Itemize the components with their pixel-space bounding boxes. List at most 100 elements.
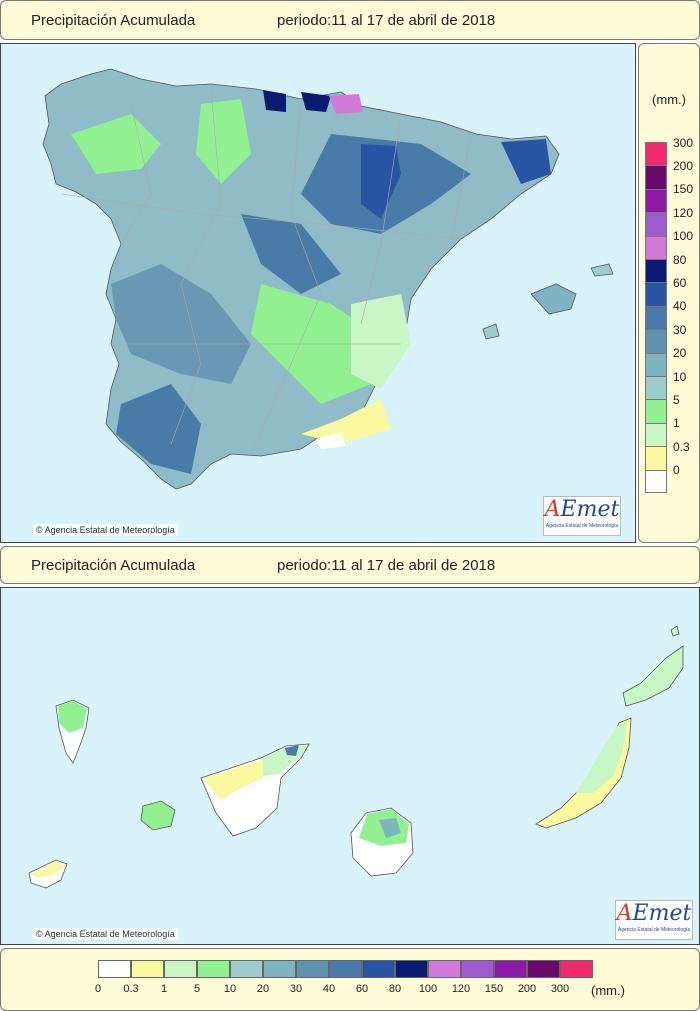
credit-label: © Agencia Estatal de Meteorología — [33, 524, 178, 536]
island-lanzarote — [622, 645, 684, 707]
logo-a: A — [544, 497, 561, 522]
legend-h-label-0.3: 0.3 — [123, 983, 139, 995]
legend-h-label-40: 40 — [322, 983, 336, 995]
precip-zone-80-navarra — [301, 92, 331, 112]
legend-h-label-300: 300 — [550, 983, 570, 995]
legend-bin-5: 5 — [645, 393, 680, 423]
legend-h-label-60: 60 — [355, 983, 369, 995]
legend-h-swatch-100 — [428, 960, 461, 978]
legend-bin-120: 120 — [645, 206, 693, 236]
precip-zone-80 — [263, 90, 286, 112]
precip-zone-100 — [329, 94, 363, 114]
legend-swatch — [645, 188, 667, 213]
legend-bin-300: 300 — [645, 136, 693, 166]
aemet-logo-subtitle: Agencia Estatal de Meteorología — [545, 523, 619, 529]
legend-swatch — [645, 165, 667, 189]
legend-h-swatch-30 — [296, 960, 329, 978]
legend-bin-30: 30 — [645, 323, 686, 353]
header-top: Precipitación Acumulada periodo:11 al 17… — [0, 0, 700, 40]
legend-label: 80 — [673, 252, 687, 267]
legend-swatch — [645, 259, 667, 283]
legend-h-swatch-20 — [263, 960, 296, 978]
precip-zone-5-north — [196, 99, 251, 184]
legend-h-swatch-0.3 — [131, 960, 164, 978]
legend-h-swatch-200 — [527, 960, 560, 978]
logo-a-canarias: A — [616, 901, 633, 926]
canarias-map-svg — [28, 625, 684, 889]
aemet-logo-canarias: AEmet Agencia Estatal de Meteorología — [615, 900, 693, 940]
map-period: periodo:11 al 17 de abril de 2018 — [277, 11, 496, 29]
legend-horizontal: 0 0.3 1 5 10 20 30 40 60 80 100 120 150 200 300 (mm.) — [0, 948, 700, 1011]
tenerife-precip-yellow — [203, 760, 263, 800]
legend-label: 150 — [673, 182, 694, 197]
legend-label: 300 — [673, 135, 694, 150]
el-hierro-precip — [31, 861, 65, 878]
legend-swatch — [645, 305, 667, 330]
legend-label: 1 — [673, 416, 680, 431]
legend-h-label-120: 120 — [451, 983, 471, 995]
legend-label: 40 — [673, 299, 687, 314]
precip-zone-40-southwest — [116, 384, 201, 474]
legend-bin-0.3: 0.3 — [645, 440, 690, 470]
peninsula-map[interactable]: © Agencia Estatal de Meteorología AEmet … — [0, 43, 636, 543]
legend-units-horizontal: (mm.) — [591, 983, 625, 998]
credit-label-canarias: © Agencia Estatal de Meteorología — [33, 928, 178, 940]
precip-zone-03-southeast — [301, 399, 391, 444]
legend-h-label-0: 0 — [94, 983, 102, 995]
canarias-map[interactable]: © Agencia Estatal de Meteorología AEmet … — [0, 587, 700, 945]
legend-label: 0.3 — [673, 439, 690, 454]
legend-bin-0: 0 — [645, 463, 680, 493]
legend-swatch — [645, 142, 667, 166]
credit-text: Agencia Estatal de Meteorología — [44, 525, 175, 535]
island-la-gomera — [140, 800, 176, 831]
legend-h-label-30: 30 — [289, 983, 303, 995]
legend-label: 200 — [673, 159, 694, 174]
la-palma-precip — [58, 701, 87, 733]
legend-label: 20 — [673, 346, 687, 361]
tenerife-precip-30 — [285, 745, 299, 756]
legend-h-label-150: 150 — [484, 983, 504, 995]
legend-bin-100: 100 — [645, 229, 693, 259]
legend-h-swatch-80 — [395, 960, 428, 978]
legend-swatch — [645, 352, 667, 376]
precip-zone-60 — [361, 144, 401, 219]
legend-swatch — [645, 446, 667, 470]
legend-h-label-20: 20 — [256, 983, 270, 995]
precip-zone-60-east — [501, 139, 551, 184]
legend-h-label-10: 10 — [223, 983, 237, 995]
logo-rest: Emet — [560, 497, 620, 522]
province-borders — [60, 88, 472, 455]
fuerteventura-precip — [576, 721, 627, 793]
legend-bin-10: 10 — [645, 370, 686, 400]
legend-swatch — [645, 422, 667, 447]
legend-swatch — [645, 235, 667, 259]
legend-bin-40: 40 — [645, 299, 686, 330]
aemet-logo-mark: AEmet — [544, 497, 620, 523]
legend-h-swatch-10 — [230, 960, 263, 978]
legend-bin-80: 80 — [645, 253, 686, 283]
map-title: Precipitación Acumulada — [31, 11, 196, 29]
credit-text-canarias: Agencia Estatal de Meteorología — [44, 929, 175, 939]
menorca — [590, 263, 614, 277]
legend-h-swatch-0 — [98, 960, 131, 978]
legend-bin-1: 1 — [645, 416, 680, 447]
legend-h-label-100: 100 — [418, 983, 438, 995]
legend-h-swatch-300 — [560, 960, 593, 978]
legend-h-swatch-1 — [164, 960, 197, 978]
aemet-logo: AEmet Agencia Estatal de Meteorología — [543, 496, 621, 536]
legend-label: 0 — [673, 463, 680, 478]
gran-canaria-precip-20 — [379, 818, 401, 838]
legend-h-label-1: 1 — [160, 983, 168, 995]
legend-swatch — [645, 282, 667, 306]
legend-bin-60: 60 — [645, 276, 686, 306]
legend-label: 100 — [673, 229, 694, 244]
precip-zone-30 — [111, 264, 251, 384]
island-la-graciosa — [670, 625, 680, 637]
header-canarias: Precipitación Acumulada periodo:11 al 17… — [0, 546, 700, 584]
aemet-logo-subtitle-canarias: Agencia Estatal de Meteorología — [617, 927, 691, 933]
legend-h-swatch-120 — [461, 960, 494, 978]
legend-swatch — [645, 329, 667, 353]
legend-bin-200: 200 — [645, 159, 693, 189]
legend-label: 120 — [673, 205, 694, 220]
legend-label: 5 — [673, 393, 680, 408]
